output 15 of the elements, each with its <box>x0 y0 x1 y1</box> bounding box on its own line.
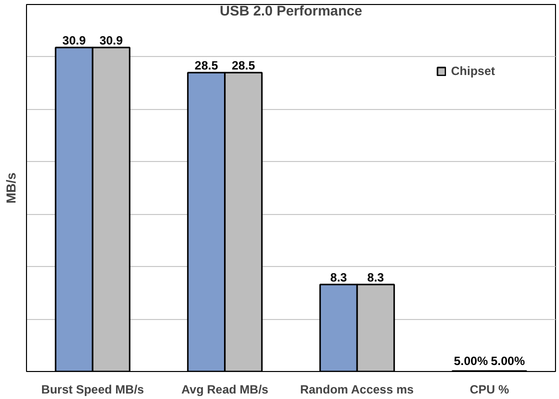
data-label: 30.9 <box>99 33 124 48</box>
data-label: 8.3 <box>330 270 348 284</box>
data-label: 8.3 <box>367 270 384 284</box>
y-axis-title: MB/s <box>4 172 18 204</box>
x-tick-label: Avg Read MB/s <box>181 382 269 396</box>
data-label: 5.00% <box>490 354 526 368</box>
legend-label: Chipset <box>450 64 495 78</box>
data-label: 28.5 <box>194 58 218 73</box>
x-tick-label: Burst Speed MB/s <box>41 382 144 396</box>
data-label: 28.5 <box>232 58 256 73</box>
chart-title: USB 2.0 Performance <box>220 2 362 18</box>
data-label: 30.9 <box>62 33 86 48</box>
x-tick-label: CPU % <box>470 382 510 396</box>
x-tick-label: Random Access ms <box>300 382 414 396</box>
data-label: 5.00% <box>454 354 488 368</box>
